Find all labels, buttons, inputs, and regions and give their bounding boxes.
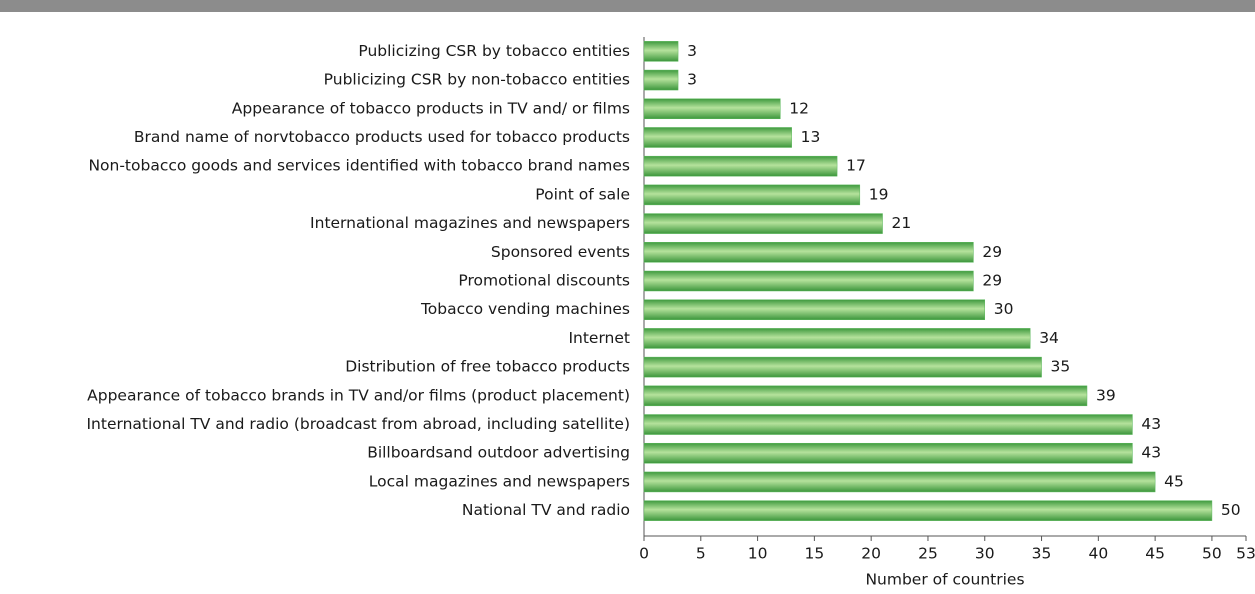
x-tick-label: 25 (918, 545, 938, 563)
data-label: 21 (892, 214, 912, 232)
bar (643, 299, 986, 320)
bar (643, 41, 679, 62)
x-tick-label: 40 (1088, 545, 1108, 563)
x-tick-label: 15 (805, 545, 825, 563)
bar (643, 414, 1133, 435)
bar (643, 500, 1213, 521)
x-tick-label: 5 (696, 545, 706, 563)
bar (643, 213, 883, 234)
data-label: 29 (982, 272, 1002, 290)
data-label: 34 (1039, 329, 1059, 347)
bar (643, 356, 1042, 378)
data-label: 12 (789, 99, 809, 117)
x-tick-label: 50 (1202, 545, 1222, 563)
bar (643, 155, 838, 177)
bar (643, 471, 1156, 493)
y-tick-label: Publicizing CSR by tobacco entities (358, 42, 630, 60)
y-tick-label: Point of sale (535, 185, 630, 203)
y-tick-label: Publicizing CSR by non-tobacco entities (324, 71, 630, 89)
y-tick-label: Appearance of tobacco brands in TV and/o… (87, 386, 630, 404)
bar (643, 442, 1133, 464)
y-tick-label: Local magazines and newspapers (369, 472, 630, 490)
y-tick-label: Promotional discounts (458, 272, 630, 290)
y-tick-label: Sponsored events (491, 243, 630, 261)
x-tick-label: 35 (1032, 545, 1052, 563)
x-axis-title: Number of countries (865, 571, 1024, 589)
x-tick-label: 53 (1236, 545, 1255, 563)
x-tick-label: 30 (975, 545, 995, 563)
x-tick-label: 0 (639, 545, 649, 563)
bar (643, 328, 1031, 349)
bar (643, 98, 781, 120)
data-label: 43 (1141, 444, 1161, 462)
data-label: 19 (869, 185, 889, 203)
y-tick-label: Internet (568, 329, 630, 347)
x-tick-label: 20 (861, 545, 881, 563)
data-label: 17 (846, 157, 866, 175)
y-tick-label: National TV and radio (462, 501, 630, 519)
data-label: 3 (687, 42, 697, 60)
data-label: 45 (1164, 472, 1184, 490)
data-label: 29 (982, 243, 1002, 261)
x-tick-label: 10 (748, 545, 768, 563)
x-tick-label: 45 (1145, 545, 1165, 563)
y-tick-label: Billboardsand outdoor advertising (367, 444, 630, 462)
bar (643, 184, 861, 206)
data-label: 30 (994, 300, 1014, 318)
bar (643, 270, 974, 292)
y-tick-label: International magazines and newspapers (310, 214, 630, 232)
header-band (0, 0, 1255, 12)
y-tick-label: Appearance of tobacco products in TV and… (232, 99, 630, 117)
bar (643, 385, 1088, 407)
y-tick-label: Tobacco vending machines (420, 300, 630, 318)
bar (643, 242, 974, 263)
data-label: 3 (687, 71, 697, 89)
bar (643, 69, 679, 91)
y-tick-label: Non-tobacco goods and services identifie… (88, 157, 630, 175)
y-tick-label: Brand name of norvtobacco products used … (134, 128, 630, 146)
bar (643, 127, 792, 148)
data-label: 50 (1221, 501, 1241, 519)
data-label: 35 (1051, 358, 1071, 376)
y-tick-label: International TV and radio (broadcast fr… (86, 415, 630, 433)
data-label: 43 (1141, 415, 1161, 433)
y-tick-label: Distribution of free tobacco products (345, 358, 630, 376)
data-label: 39 (1096, 386, 1116, 404)
data-label: 13 (801, 128, 821, 146)
